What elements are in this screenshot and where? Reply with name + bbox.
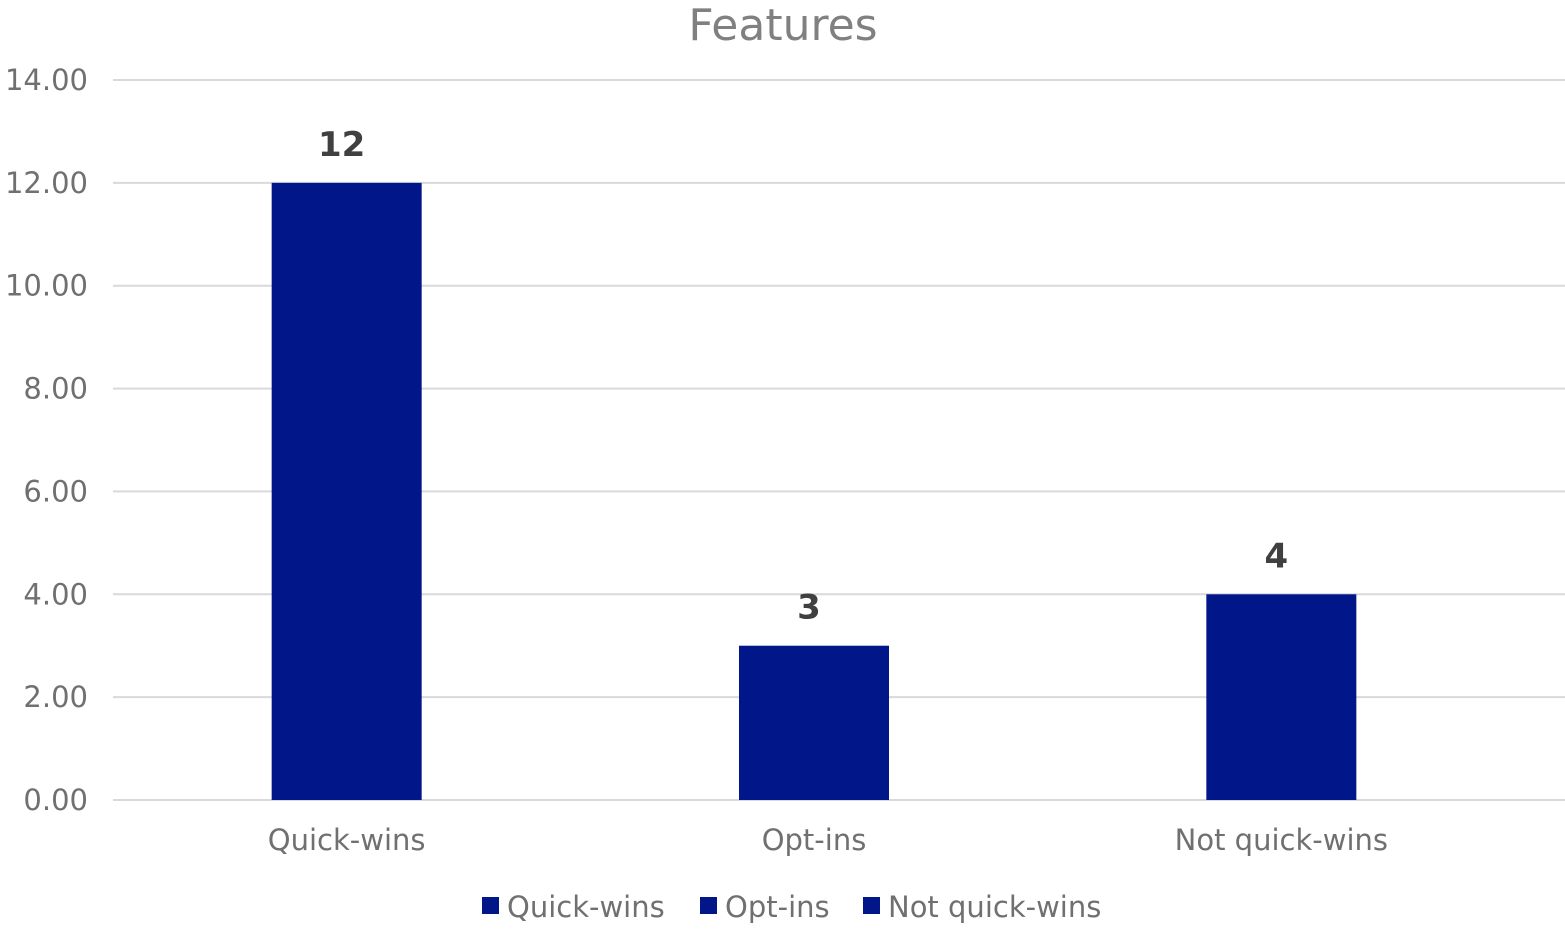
y-axis-tick-labels: 0.00 2.00 4.00 6.00 8.00 10.00 12.00 14.00 — [5, 63, 88, 817]
y-tick-label: 6.00 — [23, 474, 88, 508]
y-tick-label: 0.00 — [23, 783, 88, 817]
x-axis-category-labels: Quick-wins Opt-ins Not quick-wins — [268, 823, 1388, 857]
data-label: 4 — [1264, 536, 1288, 576]
legend: Quick-wins Opt-ins Not quick-wins — [482, 890, 1101, 924]
chart-title: Features — [688, 0, 877, 51]
legend-swatch — [482, 897, 499, 914]
legend-label: Not quick-wins — [888, 890, 1101, 924]
x-category-label: Quick-wins — [268, 823, 426, 857]
data-labels: 12 3 4 — [318, 125, 1288, 628]
legend-label: Opt-ins — [725, 890, 830, 924]
legend-swatch — [863, 897, 880, 914]
y-tick-label: 4.00 — [23, 577, 88, 611]
bar — [1206, 594, 1357, 800]
data-label: 3 — [797, 588, 821, 628]
y-tick-label: 12.00 — [5, 166, 88, 200]
x-category-label: Opt-ins — [762, 823, 867, 857]
y-tick-label: 10.00 — [5, 269, 88, 303]
bar — [739, 645, 889, 800]
y-tick-label: 2.00 — [23, 680, 88, 714]
y-tick-label: 14.00 — [5, 63, 88, 97]
legend-swatch — [700, 897, 717, 914]
bars — [271, 182, 1357, 800]
x-category-label: Not quick-wins — [1175, 823, 1388, 857]
y-tick-label: 8.00 — [23, 372, 88, 406]
data-label: 12 — [318, 125, 365, 165]
bar — [271, 182, 422, 800]
legend-label: Quick-wins — [507, 890, 665, 924]
